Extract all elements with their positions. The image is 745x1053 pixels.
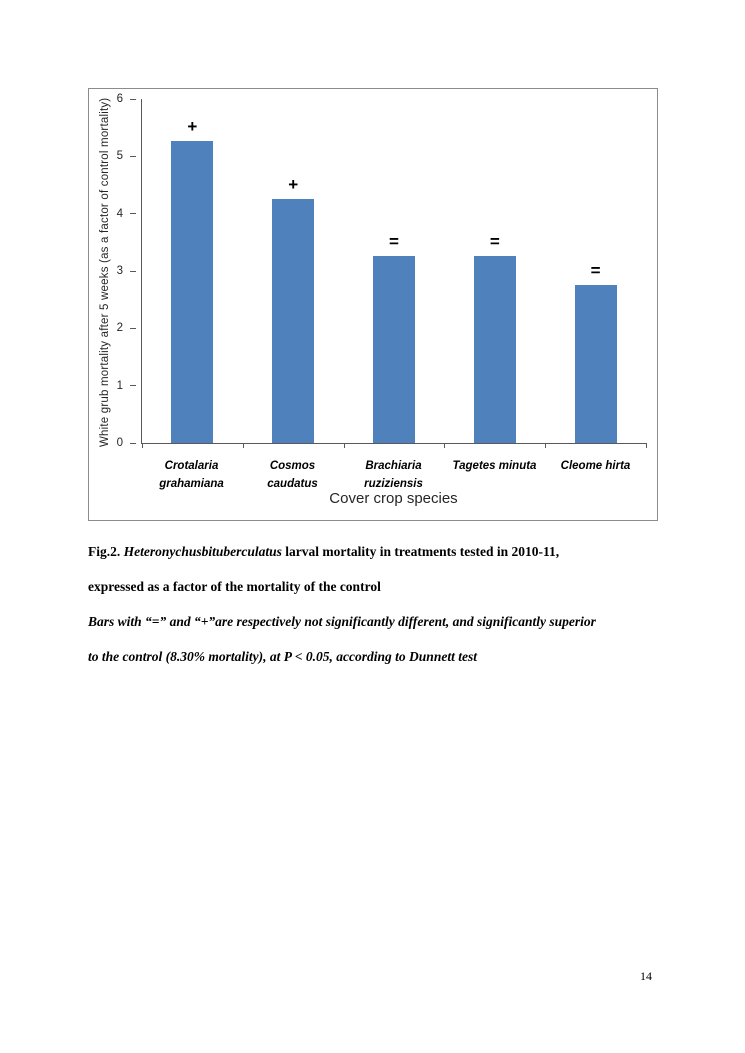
caption-species-name: Heteronychusbituberculatus — [123, 544, 282, 559]
caption-line1: Fig.2. Heteronychusbituberculatus larval… — [88, 534, 670, 569]
page-number: 14 — [640, 969, 652, 983]
bar — [171, 140, 214, 443]
y-axis-title: White grub mortality after 5 weeks (as a… — [99, 97, 111, 447]
significance-marker: + — [288, 174, 299, 194]
figure-caption: Fig.2. Heteronychusbituberculatus larval… — [88, 534, 670, 674]
y-tick-mark — [130, 98, 136, 100]
bar-slot: + — [243, 99, 344, 443]
caption-line4: to the control (8.30% mortality), at P <… — [88, 649, 477, 664]
significance-marker: = — [489, 232, 500, 252]
y-tick-label: 1 — [116, 379, 123, 392]
y-tick-mark — [130, 327, 136, 329]
y-tick-label: 4 — [116, 207, 123, 220]
bar — [473, 256, 516, 443]
y-tick-mark — [130, 213, 136, 215]
caption-line1-rest: larval mortality in treatments tested in… — [281, 544, 560, 559]
x-tick-mark — [343, 443, 345, 448]
bar — [372, 256, 415, 443]
x-tick-mark — [646, 443, 647, 448]
bar — [574, 285, 617, 443]
category-labels: Crotalaria grahamiana Cosmos caudatus Brac… — [141, 457, 646, 494]
bar-slot: = — [344, 99, 445, 443]
category-label: Cleome hirta — [560, 460, 631, 472]
significance-marker: = — [590, 261, 601, 281]
category-label: Tagetes minuta — [452, 460, 537, 472]
significance-marker: = — [389, 232, 399, 252]
bar — [272, 198, 315, 443]
y-tick-label: 5 — [116, 150, 123, 163]
category-label: Crotalaria grahamiana — [159, 460, 224, 491]
figure-chart: White grub mortality after 5 weeks (as a… — [88, 88, 658, 521]
y-tick-label: 2 — [116, 322, 123, 335]
x-axis-title: Cover crop species — [329, 490, 458, 507]
y-tick-mark — [130, 270, 136, 272]
bar-slot: + — [142, 99, 243, 443]
x-tick-mark — [142, 443, 143, 448]
category-label: Cosmos caudatus — [267, 460, 318, 491]
bar-slot: = — [444, 99, 545, 443]
plot-area: 0 1 2 3 4 5 6 + + = = = — [117, 93, 647, 449]
y-tick-label: 6 — [116, 93, 123, 105]
category-label: Brachiaria ruziziensis — [364, 460, 423, 491]
y-tick-mark — [130, 155, 136, 157]
bar-slot: = — [545, 99, 646, 443]
significance-marker: + — [187, 116, 198, 136]
caption-fig-label: Fig.2. — [88, 544, 124, 559]
y-tick-mark — [130, 385, 136, 387]
y-tick-label: 0 — [116, 437, 123, 449]
caption-line3: Bars with “=” and “+”are respectively no… — [88, 614, 596, 629]
x-tick-mark — [545, 443, 547, 448]
x-tick-mark — [444, 443, 446, 448]
caption-line2: expressed as a factor of the mortality o… — [88, 579, 381, 594]
bars-row: + + = = = — [142, 99, 646, 443]
y-tick-label: 3 — [116, 265, 123, 277]
x-tick-mark — [242, 443, 244, 448]
y-tick-mark — [130, 442, 136, 444]
